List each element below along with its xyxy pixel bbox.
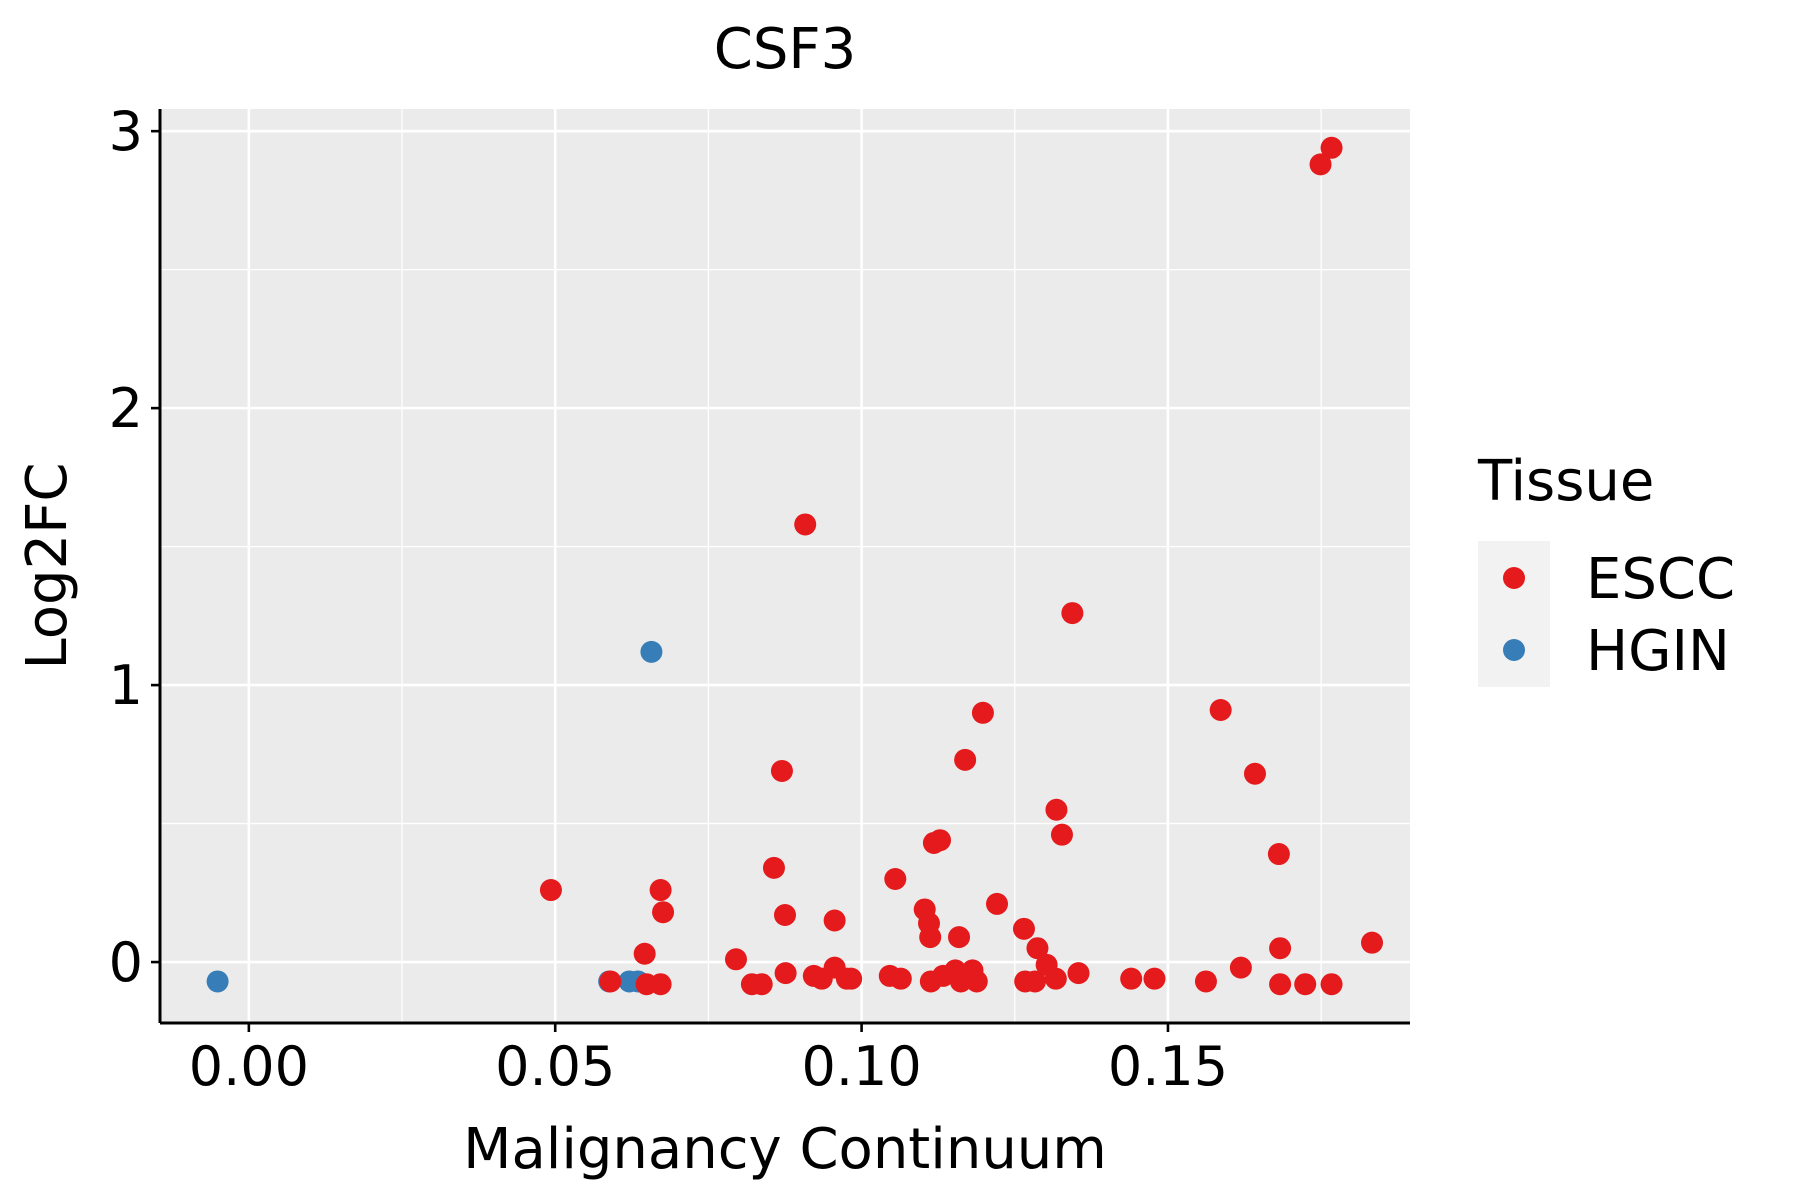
point-escc xyxy=(1045,798,1068,821)
point-escc xyxy=(884,867,907,890)
legend: Tissue ESCC HGIN xyxy=(1477,449,1735,687)
point-escc xyxy=(840,967,863,990)
point-escc xyxy=(1229,956,1252,979)
point-hgin xyxy=(640,640,663,663)
point-escc xyxy=(823,909,846,932)
major-gridlines xyxy=(160,109,1410,1023)
point-escc xyxy=(1320,973,1343,996)
x-tick-label: 0.05 xyxy=(495,1035,615,1098)
point-escc xyxy=(750,973,773,996)
legend-key-background xyxy=(1478,541,1550,687)
point-escc xyxy=(1361,931,1384,954)
point-escc xyxy=(633,942,656,965)
point-escc xyxy=(1294,973,1317,996)
point-escc xyxy=(724,948,747,971)
point-escc xyxy=(1243,762,1266,785)
point-escc xyxy=(1026,937,1049,960)
point-escc xyxy=(965,970,988,993)
point-escc xyxy=(1012,917,1035,940)
point-escc xyxy=(774,903,796,926)
point-escc xyxy=(1120,967,1143,990)
point-escc xyxy=(948,926,971,949)
x-tick-label: 0.10 xyxy=(801,1035,921,1098)
x-axis-ticks: 0.00 0.05 0.10 0.15 xyxy=(189,1023,1228,1098)
point-escc xyxy=(649,973,672,996)
point-escc xyxy=(1320,136,1343,159)
point-escc xyxy=(1067,962,1090,985)
point-escc xyxy=(649,879,672,902)
point-escc xyxy=(810,967,833,990)
point-escc xyxy=(889,967,912,990)
data-points xyxy=(206,136,1384,996)
x-axis-label: Malignancy Continuum xyxy=(463,1117,1107,1182)
y-tick-label: 0 xyxy=(109,931,143,994)
point-escc xyxy=(762,856,785,879)
legend-key-hgin xyxy=(1503,639,1525,661)
point-escc xyxy=(1194,970,1217,993)
legend-label-hgin: HGIN xyxy=(1586,619,1730,684)
point-escc xyxy=(919,926,942,949)
point-escc xyxy=(986,892,1009,915)
point-escc xyxy=(539,879,562,902)
legend-title: Tissue xyxy=(1477,449,1654,514)
point-escc xyxy=(1024,970,1046,993)
chart-title: CSF3 xyxy=(714,17,857,82)
point-escc xyxy=(794,513,817,536)
y-axis-ticks: 0 1 2 3 xyxy=(109,100,160,994)
point-escc xyxy=(1061,602,1084,625)
point-escc xyxy=(1143,967,1166,990)
point-escc xyxy=(1269,973,1292,996)
x-tick-label: 0.00 xyxy=(189,1035,309,1098)
y-tick-label: 1 xyxy=(109,654,143,717)
x-tick-label: 0.15 xyxy=(1108,1035,1228,1098)
point-hgin xyxy=(206,970,229,993)
legend-key-escc xyxy=(1503,567,1525,589)
y-tick-label: 2 xyxy=(109,377,143,440)
point-escc xyxy=(1267,843,1290,866)
point-escc xyxy=(599,970,622,993)
point-escc xyxy=(652,901,675,924)
point-escc xyxy=(770,759,793,782)
minor-gridlines xyxy=(160,109,1410,1023)
point-escc xyxy=(954,748,977,771)
point-escc xyxy=(1044,967,1067,990)
point-escc xyxy=(1050,823,1073,846)
y-axis-label: Log2FC xyxy=(15,463,80,670)
y-tick-label: 3 xyxy=(109,100,143,163)
point-escc xyxy=(1209,699,1232,722)
legend-label-escc: ESCC xyxy=(1586,547,1735,612)
point-escc xyxy=(774,962,797,985)
point-escc xyxy=(971,701,994,724)
point-escc xyxy=(922,831,945,854)
point-escc xyxy=(1309,153,1332,176)
point-escc xyxy=(1269,937,1292,960)
plot-panel xyxy=(160,109,1410,1023)
